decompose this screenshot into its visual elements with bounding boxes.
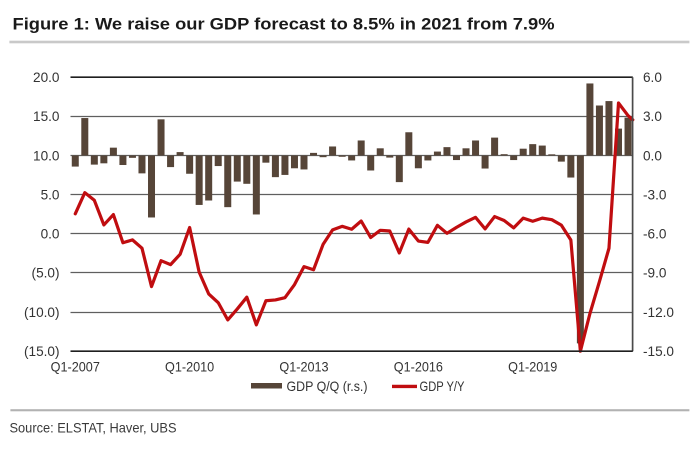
- svg-text:(15.0): (15.0): [24, 344, 60, 359]
- svg-text:GDP Q/Q (r.s.): GDP Q/Q (r.s.): [287, 378, 368, 394]
- svg-text:Figure 1: We raise our GDP for: Figure 1: We raise our GDP forecast to 8…: [13, 16, 555, 34]
- svg-text:-6.0: -6.0: [643, 227, 667, 242]
- svg-text:-12.0: -12.0: [643, 305, 674, 320]
- svg-text:15.0: 15.0: [33, 109, 60, 124]
- svg-text:Source: ELSTAT, Haver, UBS: Source: ELSTAT, Haver, UBS: [10, 419, 177, 435]
- svg-text:0.0: 0.0: [643, 148, 662, 163]
- svg-text:0.0: 0.0: [41, 227, 60, 242]
- svg-text:Q1-2016: Q1-2016: [394, 359, 443, 375]
- svg-text:-9.0: -9.0: [643, 266, 667, 281]
- svg-text:(10.0): (10.0): [24, 305, 60, 320]
- svg-text:10.0: 10.0: [33, 148, 60, 163]
- svg-text:Q1-2010: Q1-2010: [165, 359, 214, 375]
- svg-text:GDP Y/Y: GDP Y/Y: [420, 378, 466, 394]
- svg-text:-15.0: -15.0: [643, 344, 674, 359]
- svg-text:(5.0): (5.0): [32, 266, 60, 281]
- svg-text:Q1-2013: Q1-2013: [279, 359, 328, 375]
- svg-text:3.0: 3.0: [643, 109, 662, 124]
- svg-text:Q1-2007: Q1-2007: [51, 359, 100, 375]
- svg-text:6.0: 6.0: [643, 70, 662, 85]
- svg-text:-3.0: -3.0: [643, 187, 667, 202]
- svg-text:20.0: 20.0: [33, 70, 60, 85]
- svg-text:5.0: 5.0: [41, 187, 60, 202]
- svg-text:Q1-2019: Q1-2019: [508, 359, 557, 375]
